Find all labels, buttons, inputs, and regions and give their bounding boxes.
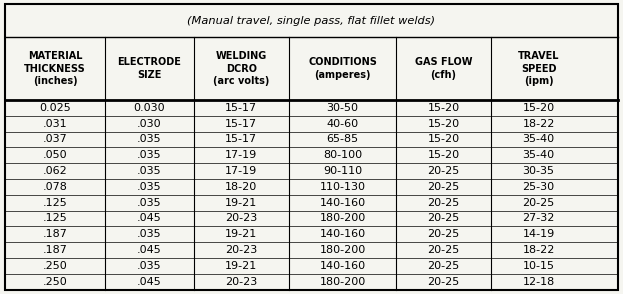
Text: 12-18: 12-18 xyxy=(523,277,554,287)
Text: GAS FLOW
(cfh): GAS FLOW (cfh) xyxy=(415,57,472,80)
Text: ELECTRODE
SIZE: ELECTRODE SIZE xyxy=(117,57,181,80)
Text: 15-20: 15-20 xyxy=(427,134,460,144)
Text: 27-32: 27-32 xyxy=(523,213,555,223)
Text: 20-25: 20-25 xyxy=(427,261,460,271)
Text: .250: .250 xyxy=(42,261,67,271)
Text: .035: .035 xyxy=(137,182,161,192)
Text: .062: .062 xyxy=(42,166,67,176)
Text: 30-50: 30-50 xyxy=(326,103,358,113)
Text: 0.030: 0.030 xyxy=(133,103,165,113)
Text: 15-17: 15-17 xyxy=(226,134,257,144)
Text: 20-25: 20-25 xyxy=(427,198,460,208)
Text: 14-19: 14-19 xyxy=(523,229,554,239)
Text: .035: .035 xyxy=(137,166,161,176)
Text: 140-160: 140-160 xyxy=(320,229,366,239)
Text: 15-17: 15-17 xyxy=(226,103,257,113)
Text: 180-200: 180-200 xyxy=(320,245,366,255)
Text: 35-40: 35-40 xyxy=(523,134,554,144)
Text: 180-200: 180-200 xyxy=(320,277,366,287)
Text: .045: .045 xyxy=(137,213,162,223)
Text: .035: .035 xyxy=(137,261,161,271)
Text: .035: .035 xyxy=(137,198,161,208)
Text: .045: .045 xyxy=(137,277,162,287)
Text: 140-160: 140-160 xyxy=(320,261,366,271)
Text: (Manual travel, single pass, flat fillet welds): (Manual travel, single pass, flat fillet… xyxy=(188,16,435,26)
Text: .078: .078 xyxy=(42,182,67,192)
Text: 0.025: 0.025 xyxy=(39,103,71,113)
Text: 25-30: 25-30 xyxy=(523,182,554,192)
Text: .045: .045 xyxy=(137,245,162,255)
Text: 19-21: 19-21 xyxy=(225,261,257,271)
Text: 80-100: 80-100 xyxy=(323,150,362,160)
Text: 35-40: 35-40 xyxy=(523,150,554,160)
Text: 15-20: 15-20 xyxy=(427,103,460,113)
Text: 140-160: 140-160 xyxy=(320,198,366,208)
Text: 110-130: 110-130 xyxy=(320,182,366,192)
Text: 17-19: 17-19 xyxy=(225,150,257,160)
Text: MATERIAL
THICKNESS
(inches): MATERIAL THICKNESS (inches) xyxy=(24,51,86,86)
Text: 10-15: 10-15 xyxy=(523,261,554,271)
Text: 19-21: 19-21 xyxy=(225,198,257,208)
Text: 15-17: 15-17 xyxy=(226,119,257,129)
Text: 18-20: 18-20 xyxy=(225,182,257,192)
Text: 15-20: 15-20 xyxy=(427,150,460,160)
Text: .035: .035 xyxy=(137,134,161,144)
Text: 19-21: 19-21 xyxy=(225,229,257,239)
Text: .035: .035 xyxy=(137,150,161,160)
Text: .031: .031 xyxy=(42,119,67,129)
Text: .035: .035 xyxy=(137,229,161,239)
Text: .125: .125 xyxy=(42,198,67,208)
Text: 20-25: 20-25 xyxy=(427,229,460,239)
Text: 15-20: 15-20 xyxy=(523,103,554,113)
Text: 20-23: 20-23 xyxy=(225,213,257,223)
Text: 20-25: 20-25 xyxy=(427,213,460,223)
Text: 15-20: 15-20 xyxy=(427,119,460,129)
Text: 180-200: 180-200 xyxy=(320,213,366,223)
Text: .187: .187 xyxy=(42,229,67,239)
Text: 17-19: 17-19 xyxy=(225,166,257,176)
Text: .250: .250 xyxy=(42,277,67,287)
Text: 20-23: 20-23 xyxy=(225,277,257,287)
Text: .037: .037 xyxy=(42,134,67,144)
Text: 20-25: 20-25 xyxy=(427,166,460,176)
Text: 20-23: 20-23 xyxy=(225,245,257,255)
Text: 40-60: 40-60 xyxy=(326,119,358,129)
Text: 20-25: 20-25 xyxy=(427,245,460,255)
Text: 20-25: 20-25 xyxy=(427,182,460,192)
Text: .125: .125 xyxy=(42,213,67,223)
Text: WELDING
DCRO
(arc volts): WELDING DCRO (arc volts) xyxy=(213,51,270,86)
Text: 20-25: 20-25 xyxy=(427,277,460,287)
Text: 18-22: 18-22 xyxy=(523,245,555,255)
Text: .187: .187 xyxy=(42,245,67,255)
Text: TRAVEL
SPEED
(ipm): TRAVEL SPEED (ipm) xyxy=(518,51,559,86)
Text: CONDITIONS
(amperes): CONDITIONS (amperes) xyxy=(308,57,377,80)
Text: 20-25: 20-25 xyxy=(523,198,554,208)
Text: .050: .050 xyxy=(42,150,67,160)
Text: 90-110: 90-110 xyxy=(323,166,362,176)
Text: 65-85: 65-85 xyxy=(326,134,358,144)
Text: .030: .030 xyxy=(137,119,161,129)
Text: 30-35: 30-35 xyxy=(523,166,554,176)
Text: 18-22: 18-22 xyxy=(523,119,555,129)
